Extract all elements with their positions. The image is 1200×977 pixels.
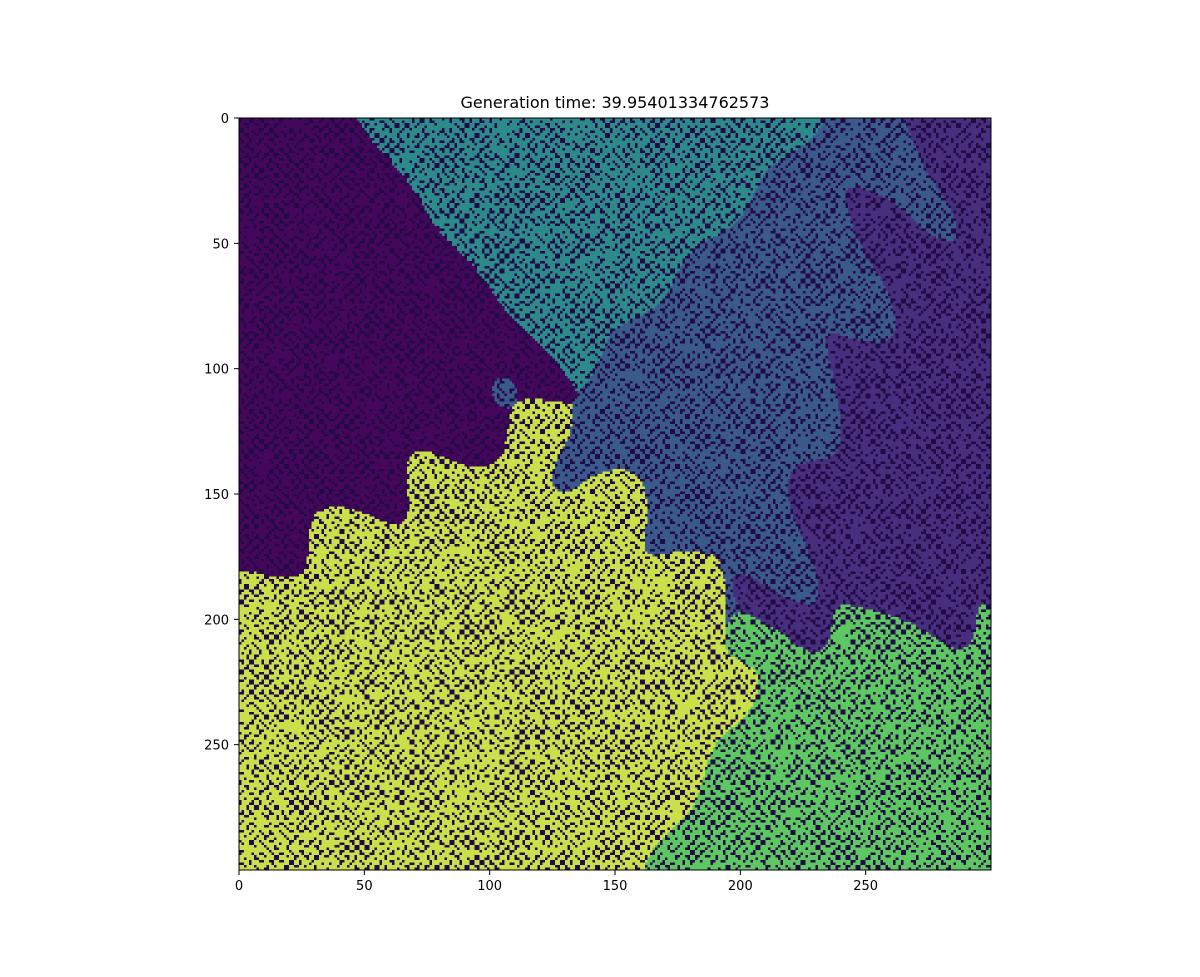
y-tick-label: 250 [204,739,229,754]
x-tick-label: 250 [853,879,878,894]
heatmap-image [239,118,991,870]
x-tick-label: 150 [603,879,628,894]
y-tick-label: 50 [212,237,229,252]
x-tick-label: 100 [477,879,502,894]
chart-title: Generation time: 39.95401334762573 [461,93,770,112]
x-axis: 0 50 100 150 200 250 [235,870,878,894]
y-tick-label: 150 [204,488,229,503]
y-tick-label: 0 [221,112,229,127]
x-tick-label: 50 [356,879,373,894]
y-tick-label: 100 [204,363,229,378]
x-tick-label: 200 [728,879,753,894]
plot-area [238,117,992,871]
y-tick-label: 200 [204,613,229,628]
y-axis: 0 50 100 150 200 250 [204,112,239,754]
x-tick-label: 0 [235,879,243,894]
